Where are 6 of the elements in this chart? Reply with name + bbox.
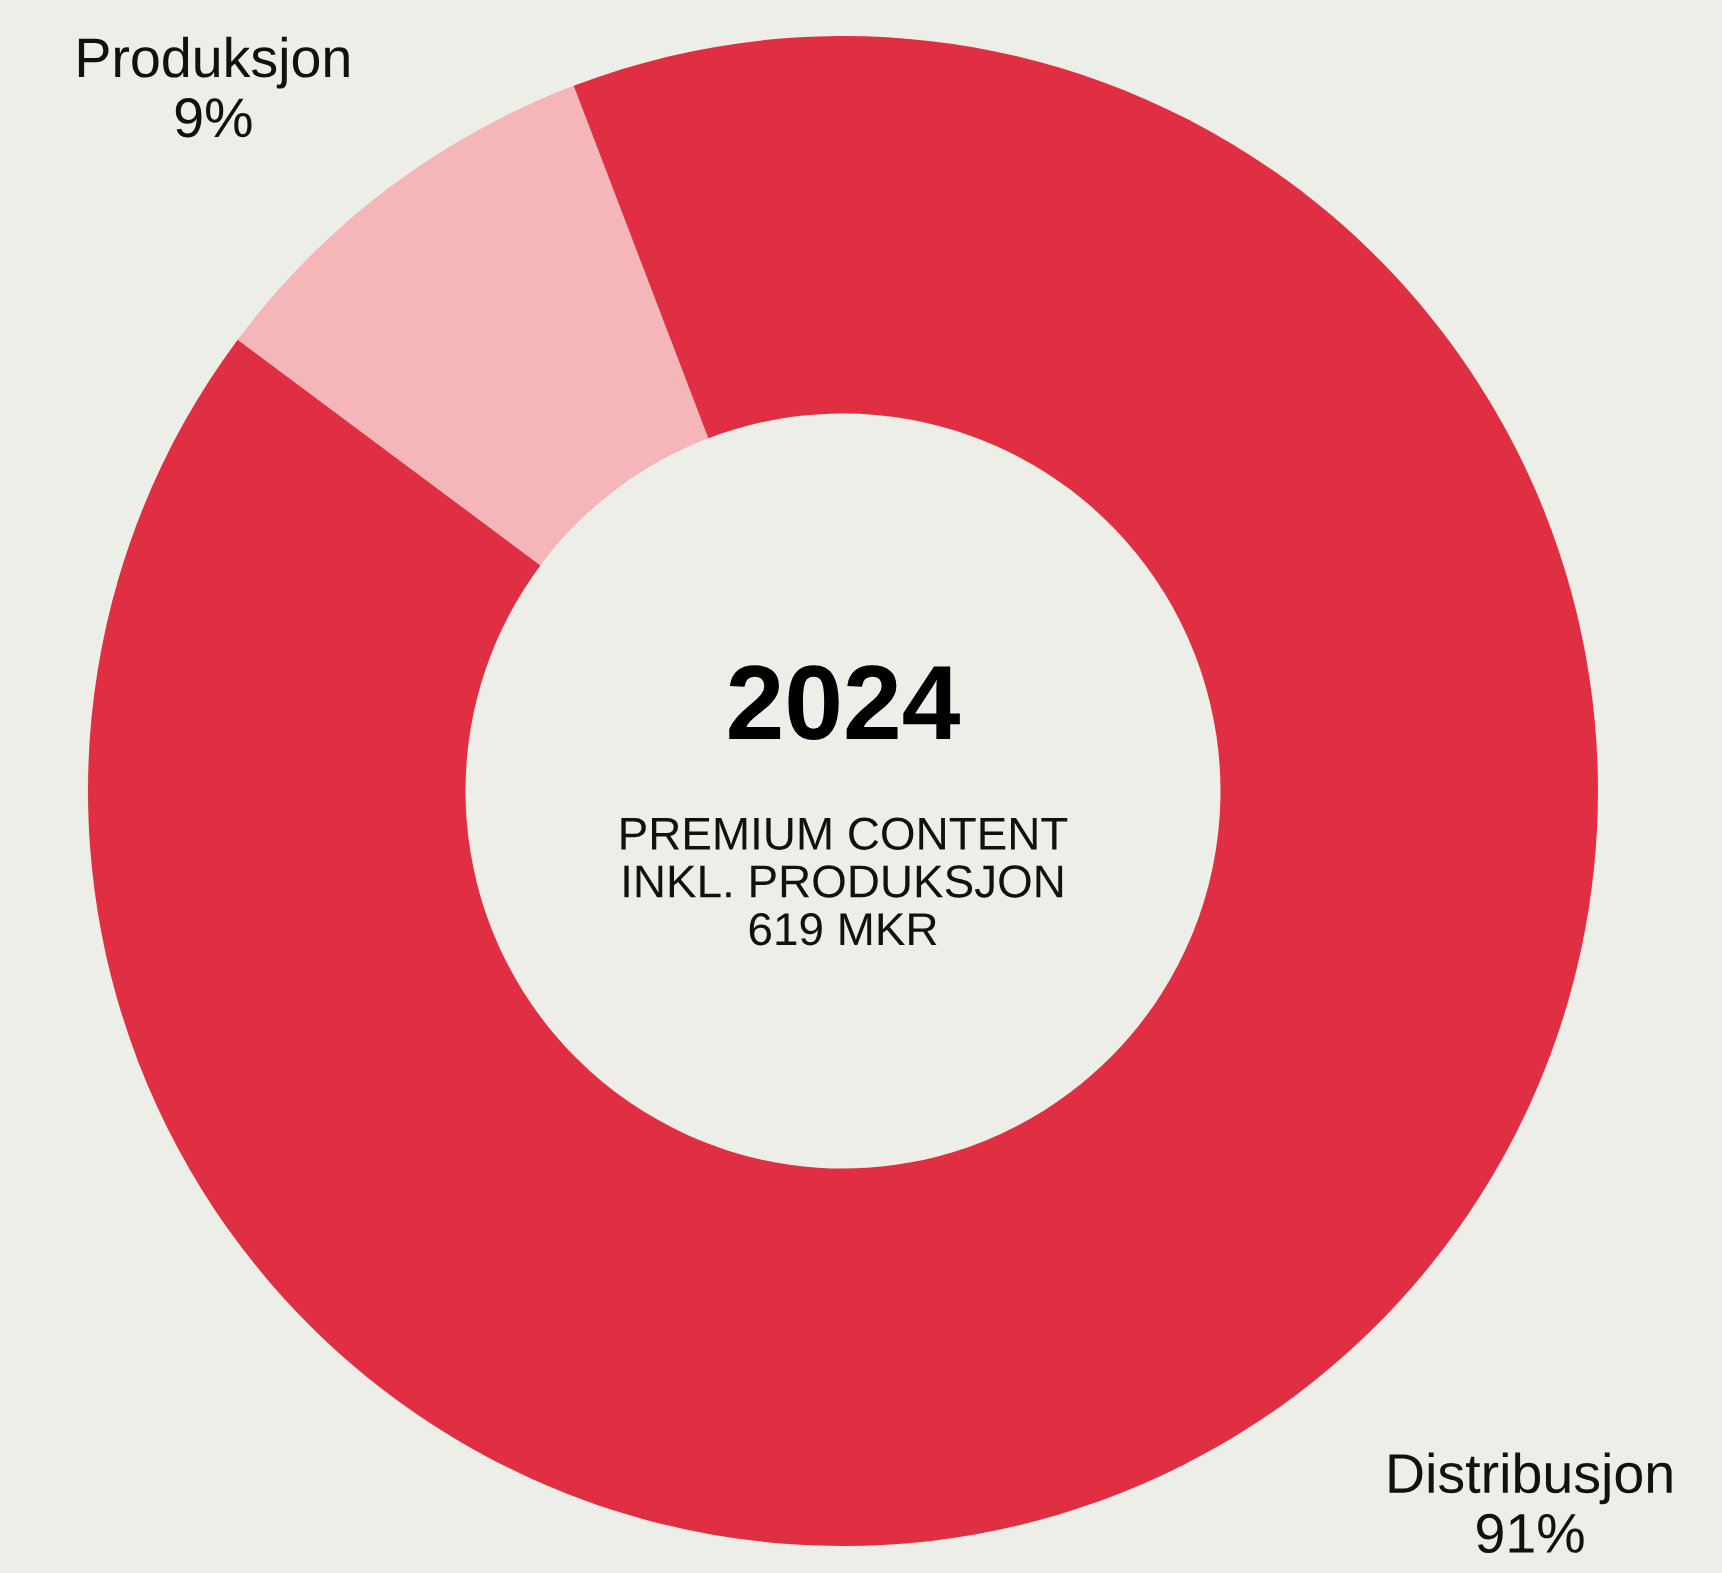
slice-label: Distribusjon [1389, 1452, 1672, 1505]
text: 2024 [729, 665, 960, 741]
data-label: 9% [175, 98, 252, 138]
slice-label: Produksjon [78, 36, 349, 89]
text: PREMIUM CONTENT INKL. PRODUKSJON 619 MKR [621, 817, 1068, 946]
data-label: 91% [1477, 1513, 1584, 1554]
